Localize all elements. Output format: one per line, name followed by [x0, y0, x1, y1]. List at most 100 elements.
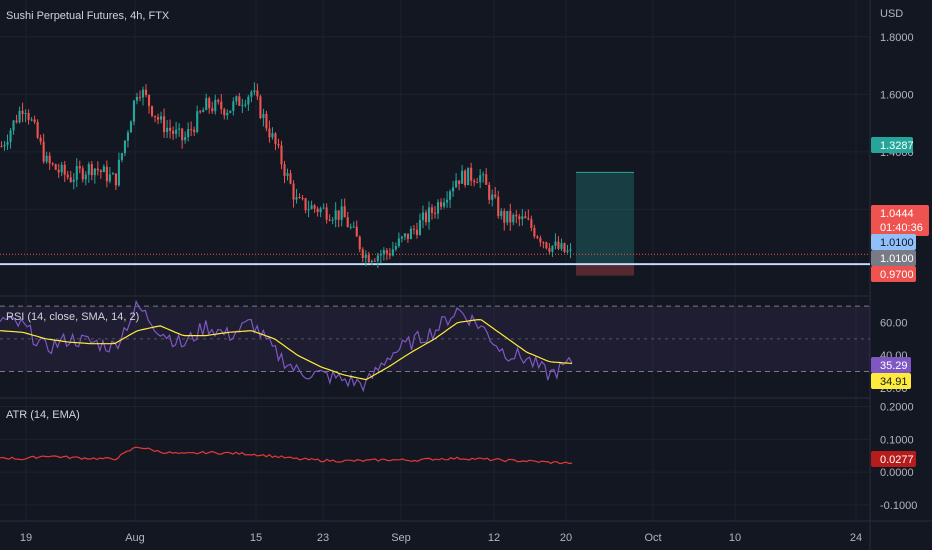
candle — [304, 197, 307, 214]
candle — [449, 189, 452, 208]
time-tick-label: Sep — [391, 532, 411, 544]
candle — [551, 245, 554, 257]
candle — [238, 92, 241, 107]
candle — [256, 83, 259, 100]
candle — [244, 99, 247, 108]
candle — [235, 95, 238, 105]
candle — [455, 173, 458, 189]
candle — [439, 198, 443, 210]
candle — [90, 160, 93, 181]
candle — [160, 111, 163, 124]
candle — [153, 115, 157, 123]
candle — [274, 132, 277, 151]
candle — [319, 206, 322, 218]
rsi-value-tag: 35.29 — [871, 357, 911, 373]
candle — [436, 199, 440, 220]
long-position-stop-zone[interactable] — [576, 264, 634, 276]
candle — [367, 251, 370, 263]
rsi-ma-value-tag: 34.91 — [871, 373, 911, 389]
atr-line — [0, 446, 573, 465]
candle — [42, 133, 45, 164]
candle — [397, 232, 400, 248]
candle — [144, 84, 148, 98]
time-tick-label: 19 — [20, 532, 32, 544]
candle — [530, 215, 533, 232]
candle — [72, 173, 75, 190]
candle — [373, 258, 376, 262]
candle — [268, 120, 271, 143]
candle — [566, 244, 569, 254]
atr-axis-ticks[interactable]: 0.2000 0.1000 0.0000 -0.1000 — [880, 402, 917, 512]
candle — [382, 247, 385, 261]
candlestick-series — [0, 82, 572, 269]
stop-price-tag: 0.9700 — [871, 266, 916, 282]
atr-tick-label: -0.1000 — [880, 500, 917, 512]
candle — [418, 213, 422, 236]
time-tick-label: 15 — [250, 532, 262, 544]
time-tick-label: 24 — [850, 532, 862, 544]
candle — [57, 163, 60, 178]
atr-indicator-line — [0, 446, 573, 465]
candle — [226, 109, 229, 120]
candle — [391, 241, 394, 257]
time-tick-label: 10 — [729, 532, 741, 544]
candle — [166, 120, 169, 138]
candle — [96, 161, 99, 176]
candle — [557, 236, 560, 251]
rsi-legend[interactable]: RSI (14, close, SMA, 14, 2) — [6, 311, 139, 323]
candle — [536, 235, 539, 240]
candle — [554, 233, 557, 250]
candle — [117, 152, 120, 187]
candle — [485, 168, 488, 185]
candle — [193, 126, 196, 137]
candle — [539, 235, 542, 247]
candle — [135, 92, 139, 105]
candle — [126, 129, 130, 148]
candle — [452, 181, 455, 197]
candle — [521, 209, 524, 226]
atr-legend[interactable]: ATR (14, EMA) — [6, 409, 80, 421]
candle — [15, 114, 18, 124]
candle — [9, 128, 12, 149]
candle — [36, 119, 39, 139]
candle — [461, 165, 464, 184]
candle — [488, 182, 491, 205]
candle — [250, 89, 253, 103]
candle — [93, 167, 96, 184]
chart-title[interactable]: Sushi Perpetual Futures, 4h, FTX — [6, 10, 170, 22]
candle — [129, 120, 133, 133]
candle — [458, 180, 461, 191]
candle — [150, 105, 154, 118]
candle — [181, 127, 184, 149]
candle — [482, 171, 485, 183]
candle — [24, 109, 27, 123]
candle — [253, 82, 256, 96]
candle — [322, 203, 325, 210]
entry-price-tag: 1.0100 — [871, 250, 916, 266]
long-position-target-zone[interactable] — [576, 172, 634, 265]
atr-value-tag: 0.0277 — [871, 451, 916, 467]
rsi-line — [0, 299, 573, 393]
candle — [500, 208, 503, 220]
candle — [542, 241, 545, 249]
candle — [63, 161, 66, 182]
candle — [87, 161, 90, 183]
support-price-tag: 1.0100 — [871, 234, 916, 250]
rsi-tick-label: 60.00 — [880, 318, 908, 330]
candle — [376, 252, 379, 269]
candle — [527, 209, 530, 221]
candle — [476, 177, 479, 184]
candle — [283, 160, 286, 184]
rsi-value-label: 35.29 — [880, 360, 908, 372]
time-axis-ticks[interactable]: 19 Aug 15 23 Sep 12 20 Oct 10 24 — [20, 532, 862, 544]
candle — [81, 165, 84, 183]
candle — [265, 110, 268, 132]
stop-price-label: 0.9700 — [880, 269, 914, 281]
candle — [316, 206, 319, 217]
candle — [21, 102, 24, 123]
candle — [60, 162, 63, 177]
candle — [262, 108, 265, 127]
rsi-sma-line — [0, 318, 573, 381]
